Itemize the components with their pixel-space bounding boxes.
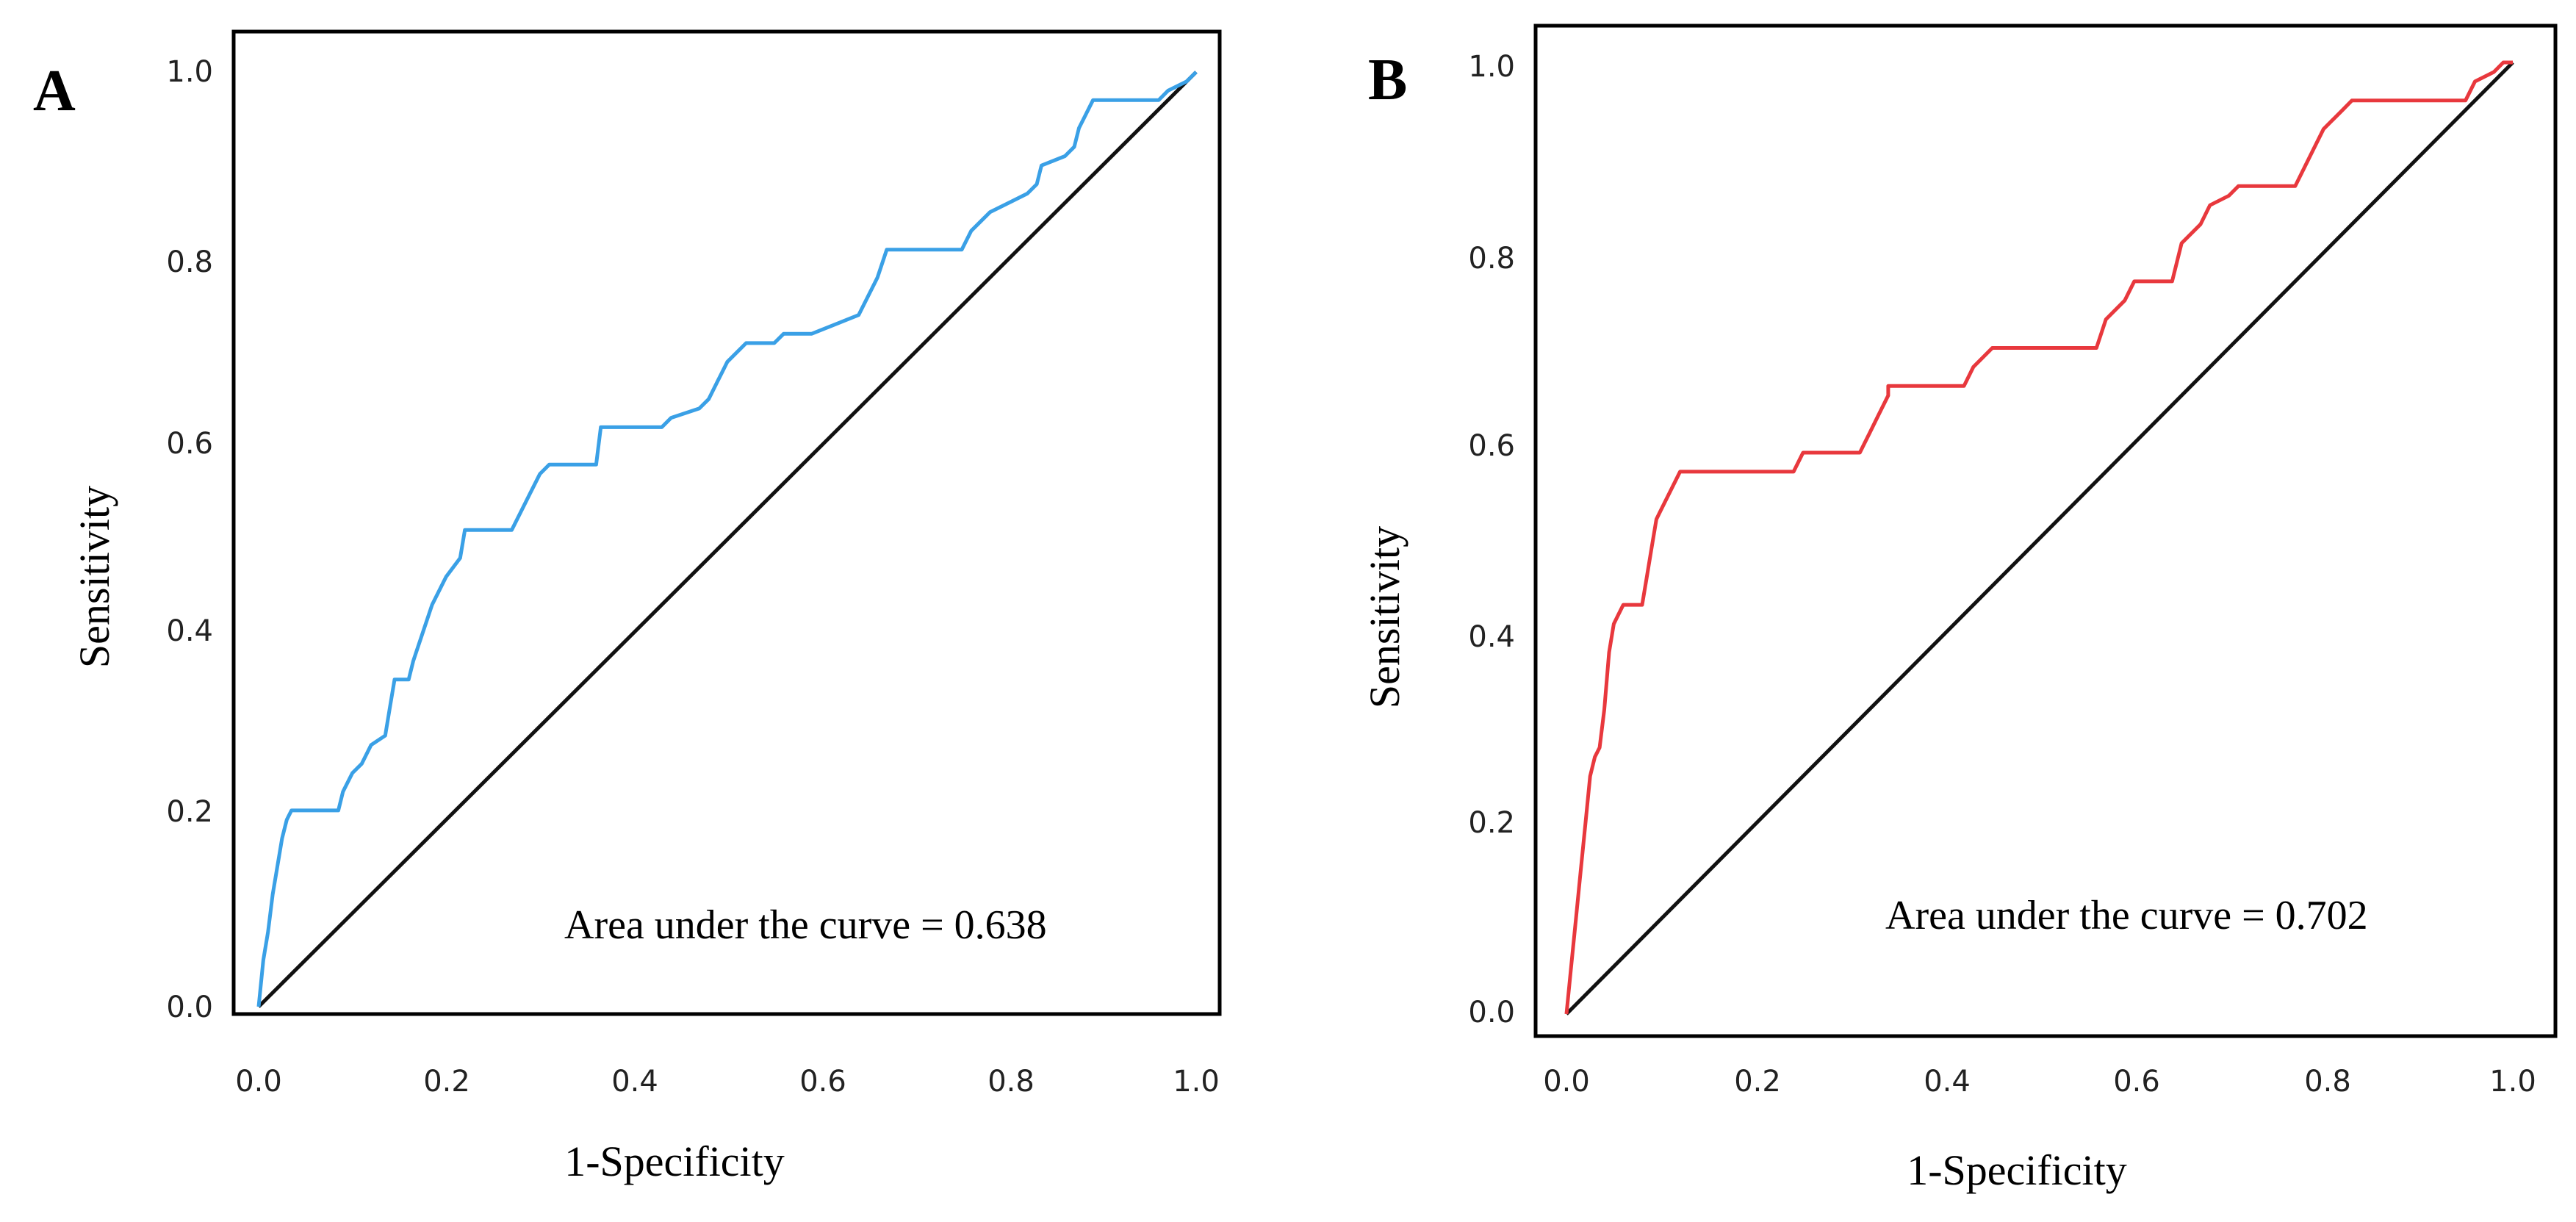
panel-a-x-tick: 0.4 <box>611 1065 658 1099</box>
panel-b-plot-frame <box>1533 24 2558 1038</box>
panel-b-y-axis-label: Sensitivity <box>1361 526 1408 708</box>
panel-a-y-axis-label: Sensitivity <box>71 486 118 668</box>
panel-b-y-tick: 0.8 <box>1468 242 1515 276</box>
panel-a-y-ticks: 0.0 0.2 0.4 0.6 0.8 1.0 <box>166 55 213 1024</box>
panel-a-y-tick: 0.4 <box>166 614 213 648</box>
panel-b-auc-annotation: Area under the curve = 0.702 <box>1885 893 2368 938</box>
panel-a-y-tick: 0.0 <box>166 991 213 1024</box>
panel-a: A 0.0 0.2 0.4 0.6 0.8 1.0 0.0 0.2 0.4 0.… <box>33 29 1222 1185</box>
panel-b: B 0.0 0.2 0.4 0.6 0.8 1.0 0.0 0.2 0.4 0.… <box>1361 24 2558 1194</box>
panel-b-plot-area <box>1564 60 2514 1016</box>
panel-a-reference-line <box>257 71 1198 1008</box>
panel-a-y-tick: 0.6 <box>166 427 213 461</box>
panel-b-reference-line <box>1565 61 2514 1016</box>
panel-b-x-tick: 0.0 <box>1543 1065 1590 1099</box>
panel-a-y-tick: 0.8 <box>166 245 213 279</box>
panel-a-y-tick: 0.2 <box>166 795 213 829</box>
panel-a-y-tick: 1.0 <box>166 55 213 89</box>
panel-a-x-tick: 0.8 <box>987 1065 1035 1099</box>
panel-a-x-axis-label: 1-Specificity <box>564 1137 785 1185</box>
panel-b-x-axis-label: 1-Specificity <box>1907 1146 2127 1194</box>
panel-b-x-tick: 1.0 <box>2489 1065 2536 1099</box>
panel-a-x-tick: 0.0 <box>235 1065 282 1099</box>
panel-b-y-tick: 0.2 <box>1468 806 1515 840</box>
panel-b-y-tick: 0.4 <box>1468 620 1515 654</box>
panel-a-x-tick: 1.0 <box>1173 1065 1220 1099</box>
panel-a-roc-curve <box>256 71 1198 1007</box>
panel-b-x-tick: 0.8 <box>2304 1065 2351 1099</box>
panel-b-y-tick: 0.6 <box>1468 429 1515 463</box>
panel-b-x-ticks: 0.0 0.2 0.4 0.6 0.8 1.0 <box>1543 1065 2536 1099</box>
panel-b-x-tick: 0.2 <box>1734 1065 1781 1099</box>
panel-b-y-tick: 1.0 <box>1468 50 1515 84</box>
panel-b-y-ticks: 0.0 0.2 0.4 0.6 0.8 1.0 <box>1468 50 1515 1029</box>
panel-a-plot-frame <box>231 29 1222 1016</box>
panel-b-roc-curve <box>1564 60 2513 1015</box>
panel-a-plot-area <box>256 71 1198 1008</box>
panel-b-x-tick: 0.4 <box>1924 1065 1971 1099</box>
panel-a-x-ticks: 0.0 0.2 0.4 0.6 0.8 1.0 <box>235 1065 1220 1099</box>
panel-b-y-tick: 0.0 <box>1468 996 1515 1029</box>
panel-a-x-tick: 0.2 <box>423 1065 470 1099</box>
panel-a-letter: A <box>33 59 76 123</box>
panel-b-letter: B <box>1368 48 1407 112</box>
panel-a-x-tick: 0.6 <box>799 1065 846 1099</box>
panel-a-auc-annotation: Area under the curve = 0.638 <box>564 902 1047 948</box>
panel-b-x-tick: 0.6 <box>2113 1065 2160 1099</box>
